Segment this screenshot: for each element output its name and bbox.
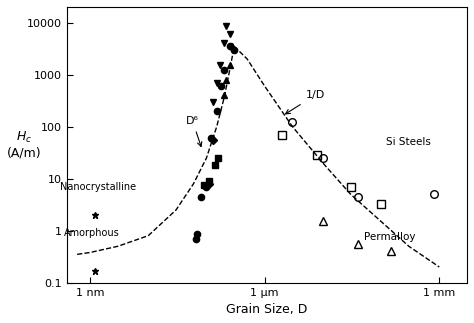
Text: Permalloy: Permalloy <box>364 232 415 242</box>
X-axis label: Grain Size, D: Grain Size, D <box>226 303 308 316</box>
Text: Nanocrystalline: Nanocrystalline <box>60 182 136 192</box>
Text: Amorphous: Amorphous <box>64 228 119 238</box>
Y-axis label: $H_c$
(A/m): $H_c$ (A/m) <box>7 130 42 160</box>
Text: Si Steels: Si Steels <box>386 137 430 147</box>
Text: D⁶: D⁶ <box>186 117 202 147</box>
Text: 1/D: 1/D <box>286 90 325 114</box>
